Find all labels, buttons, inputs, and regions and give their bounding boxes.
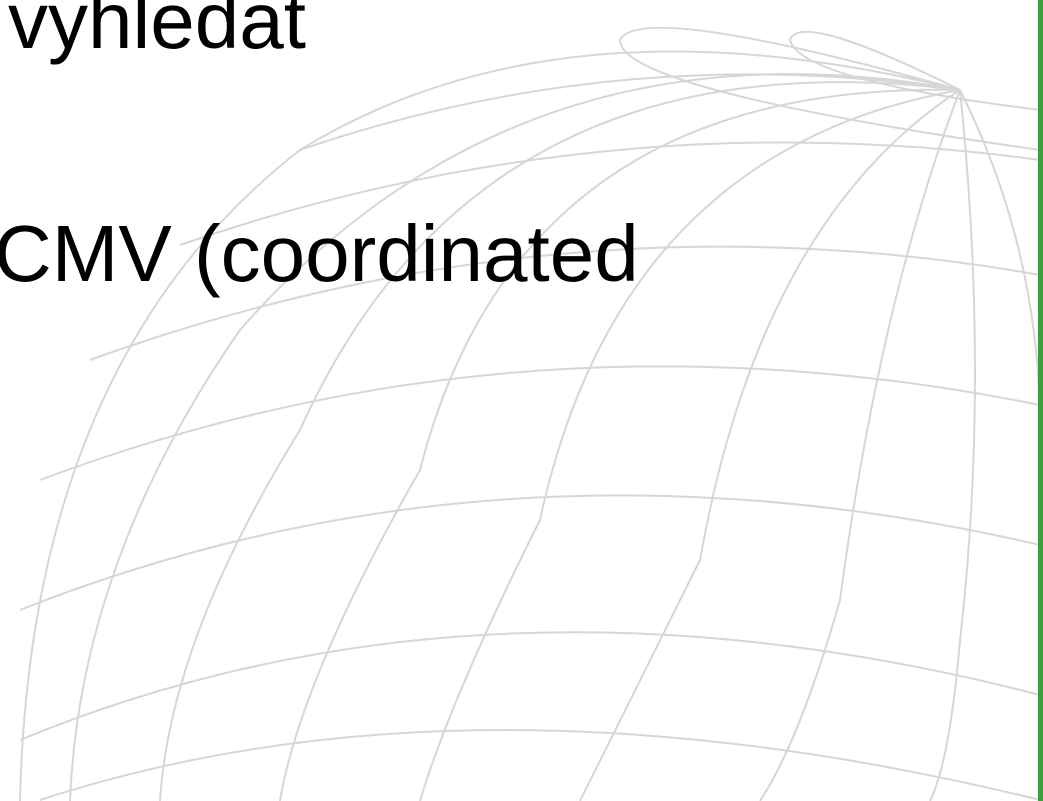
slide-accent-bar: [1038, 0, 1043, 801]
globe-latitude-lines: [19, 73, 1041, 801]
slide-text-line-1: vyhledat: [8, 0, 306, 65]
slide-text-line-2: CMV (coordinated: [0, 209, 639, 298]
globe-meridian-lines: [19, 26, 1041, 801]
